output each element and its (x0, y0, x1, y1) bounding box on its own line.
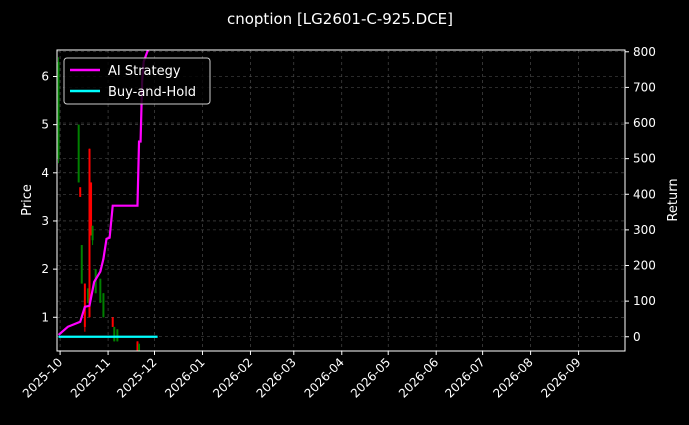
axes-frame (56, 49, 626, 352)
y2-tick-label: 700 (633, 80, 656, 94)
y-tick-label: 1 (41, 310, 49, 324)
candle-body (79, 187, 82, 197)
y2-tick-label: 100 (633, 294, 656, 308)
y2-tick-label: 500 (633, 152, 656, 166)
y2-tick-label: 300 (633, 223, 656, 237)
x-tick-label: 2025-10 (20, 355, 65, 400)
candle-body (116, 329, 119, 342)
x-tick-label: 2026-04 (302, 355, 347, 400)
legend: AI Strategy Buy-and-Hold (63, 57, 211, 105)
candle-body (102, 293, 105, 318)
x-tick-label: 2025-12 (114, 355, 159, 400)
x-tick-label: 2026-05 (348, 355, 393, 400)
candle-body (57, 62, 60, 159)
y2-tick-label: 400 (633, 187, 656, 201)
x-tick-label: 2026-08 (490, 355, 535, 400)
y-tick-label: 3 (41, 214, 49, 228)
x-tick-label: 2026-09 (538, 355, 583, 400)
y-tick-label: 2 (41, 262, 49, 276)
candle-body (88, 148, 91, 318)
legend-label-bh: Buy-and-Hold (108, 85, 196, 100)
x-tick-label: 2026-02 (210, 355, 255, 400)
grid (57, 50, 625, 351)
x-tick-label: 2026-01 (162, 355, 207, 400)
y2-axis-label: Return (666, 178, 681, 221)
x-tick-label: 2026-06 (396, 355, 441, 400)
x-axis: 2025-10 2025-11 2025-12 2026-01 2026-022026-… (20, 351, 584, 401)
y2-tick-label: 0 (633, 330, 641, 344)
candle-body (77, 124, 80, 183)
y-tick-label: 6 (41, 69, 49, 83)
candle-body (99, 278, 102, 303)
y2-tick-label: 200 (633, 259, 656, 273)
candle-body (80, 245, 83, 284)
x-tick-label: 2026-03 (254, 355, 299, 400)
y2-tick-label: 600 (633, 116, 656, 130)
y2-tick-label: 800 (633, 45, 656, 59)
candle-body (138, 343, 141, 351)
ai-strategy-line (57, 50, 150, 336)
candle-body (136, 341, 139, 351)
candle-body (83, 283, 86, 327)
candle-body (111, 317, 114, 327)
y-tick-label: 4 (41, 166, 49, 180)
y-axis-label: Price (20, 184, 35, 216)
y-axis-right: 0 100 200 300 400 500 600 700 800 (625, 45, 656, 344)
candle-body (86, 288, 89, 303)
candle-body (90, 182, 93, 236)
chart-title: cnoption [LG2601-C-925.DCE] (227, 10, 453, 28)
y-tick-label: 5 (41, 118, 49, 132)
legend-label-ai: AI Strategy (108, 64, 181, 79)
candle-body (91, 225, 94, 241)
x-tick-label: 2026-07 (442, 355, 487, 400)
y-axis-left: 1 2 3 4 5 6 (41, 69, 57, 324)
candle-body (113, 326, 116, 342)
x-tick-label: 2025-11 (68, 355, 113, 400)
series-lines (57, 50, 158, 338)
